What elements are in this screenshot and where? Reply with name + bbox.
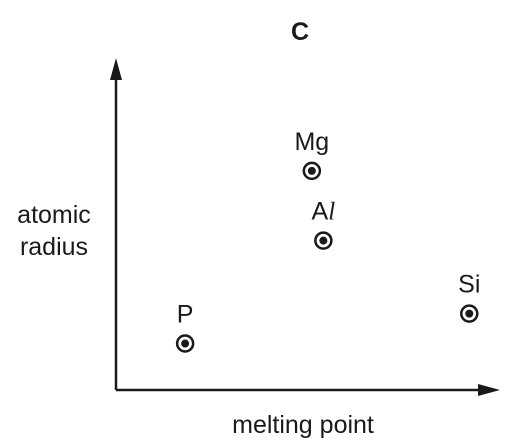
point-label-si: Si	[458, 271, 480, 299]
data-point-mg: Mg	[294, 128, 329, 181]
x-axis-label: melting point	[232, 411, 374, 439]
point-marker-dot	[319, 236, 328, 245]
point-marker-dot	[465, 309, 474, 318]
point-label-mg: Mg	[294, 128, 329, 156]
data-point-p: P	[175, 301, 195, 353]
point-label-p: P	[177, 301, 194, 329]
data-point-al: Al	[312, 198, 336, 250]
chart-title: C	[291, 18, 309, 46]
x-axis-arrow-icon	[478, 384, 500, 396]
data-points: Mg Al Si P	[175, 128, 480, 353]
y-axis-label-line-2: radius	[20, 233, 88, 261]
point-marker-dot	[307, 166, 316, 175]
point-marker-dot	[181, 339, 190, 348]
y-axis	[110, 58, 122, 390]
x-axis	[116, 384, 500, 396]
y-axis-label-line-1: atomic	[17, 201, 91, 229]
data-point-si: Si	[458, 271, 480, 323]
point-label-al: Al	[312, 198, 336, 226]
y-axis-arrow-icon	[110, 58, 122, 80]
